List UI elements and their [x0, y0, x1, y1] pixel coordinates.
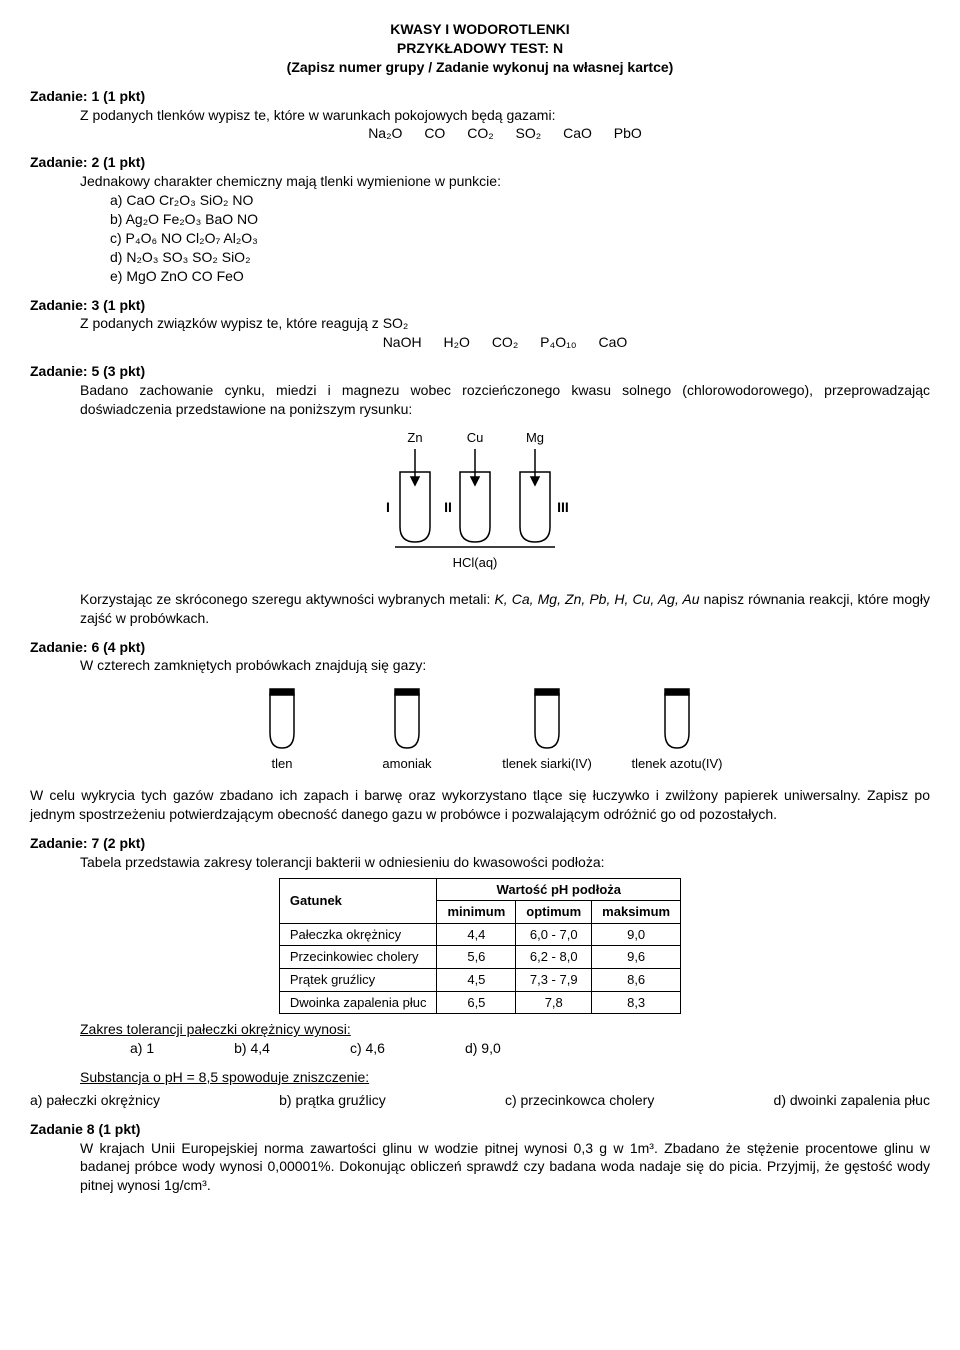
- t5-top-mg: Mg: [526, 430, 544, 445]
- task6-text1: W czterech zamkniętych probówkach znajdu…: [80, 656, 930, 675]
- task7-q1-text: Zakres tolerancji pałeczki okrężnicy wyn…: [80, 1020, 930, 1039]
- table-row: Dwoinka zapalenia płuc 6,5 7,8 8,3: [279, 991, 680, 1014]
- task3-text: Z podanych związków wypisz te, które rea…: [80, 314, 930, 333]
- task5-title: Zadanie: 5 (3 pkt): [30, 362, 930, 381]
- t1-f1: CO: [424, 125, 445, 141]
- t5-bottom-label: HCl(aq): [453, 555, 498, 570]
- t3-f3: P₄O₁₀: [540, 334, 576, 350]
- t3-f2: CO₂: [492, 334, 518, 350]
- task7-q2-options: a) pałeczki okrężnicy b) prątka gruźlicy…: [30, 1091, 930, 1110]
- t7q2-d: d) dwoinki zapalenia płuc: [774, 1091, 930, 1110]
- task6-text2: W celu wykrycia tych gazów zbadano ich z…: [30, 786, 930, 824]
- t7-th-gatunek: Gatunek: [279, 878, 437, 923]
- task6-title: Zadanie: 6 (4 pkt): [30, 638, 930, 657]
- task1-text: Z podanych tlenków wypisz te, które w wa…: [80, 106, 930, 125]
- t3-f4: CaO: [599, 334, 628, 350]
- t3-f0: NaOH: [383, 334, 422, 350]
- t6-lab0: tlen: [272, 756, 293, 771]
- t1-f0: Na₂O: [368, 125, 402, 141]
- task5-text1: Badano zachowanie cynku, miedzi i magnez…: [80, 381, 930, 419]
- t6-lab1: amoniak: [382, 756, 432, 771]
- t2-opt-e: e) MgO ZnO CO FeO: [110, 267, 930, 286]
- t2-opt-b: b) Ag₂O Fe₂O₃ BaO NO: [110, 210, 930, 229]
- t7-sub1: optimum: [516, 901, 592, 924]
- task1-formulas: Na₂O CO CO₂ SO₂ CaO PbO: [80, 124, 930, 143]
- t1-f2: CO₂: [467, 125, 493, 141]
- task8-text: W krajach Unii Europejskiej norma zawart…: [80, 1139, 930, 1196]
- t1-f5: PbO: [614, 125, 642, 141]
- table-row: Pałeczka okrężnicy 4,4 6,0 - 7,0 9,0: [279, 923, 680, 946]
- t5-roman1: I: [386, 499, 390, 515]
- t5-roman2: II: [444, 499, 452, 515]
- t2-opt-a: a) CaO Cr₂O₃ SiO₂ NO: [110, 191, 930, 210]
- t2-opt-d: d) N₂O₃ SO₃ SO₂ SiO₂: [110, 248, 930, 267]
- task3-title: Zadanie: 3 (1 pkt): [30, 296, 930, 315]
- t5-text2b: K, Ca, Mg, Zn, Pb, H, Cu, Ag, Au: [494, 591, 699, 607]
- t5-top-zn: Zn: [407, 430, 422, 445]
- table-row: Prątek gruźlicy 4,5 7,3 - 7,9 8,6: [279, 969, 680, 992]
- task7-title: Zadanie: 7 (2 pkt): [30, 834, 930, 853]
- task7-q1-options: a) 1 b) 4,4 c) 4,6 d) 9,0: [130, 1039, 930, 1058]
- t5-roman3: III: [557, 499, 569, 515]
- task1-title: Zadanie: 1 (1 pkt): [30, 87, 930, 106]
- t2-opt-c: c) P₄O₆ NO Cl₂O₇ Al₂O₃: [110, 229, 930, 248]
- t3-f1: H₂O: [443, 334, 469, 350]
- header-line3: (Zapisz numer grupy / Zadanie wykonuj na…: [30, 58, 930, 77]
- task3-formulas: NaOH H₂O CO₂ P₄O₁₀ CaO: [80, 333, 930, 352]
- task5-diagram: Zn Cu Mg I II III HCl(aq): [30, 427, 930, 582]
- t6-lab2: tlenek siarki(IV): [502, 756, 592, 771]
- header-line2: PRZYKŁADOWY TEST: N: [30, 39, 930, 58]
- task6-diagram: tlen amoniak tlenek siarki(IV) tlenek az…: [30, 683, 930, 778]
- t5-top-cu: Cu: [467, 430, 484, 445]
- t7-sub0: minimum: [437, 901, 516, 924]
- task2-text: Jednakowy charakter chemiczny mają tlenk…: [80, 172, 930, 191]
- task2-options: a) CaO Cr₂O₃ SiO₂ NO b) Ag₂O Fe₂O₃ BaO N…: [110, 191, 930, 285]
- t6-lab3: tlenek azotu(IV): [631, 756, 722, 771]
- task2-title: Zadanie: 2 (1 pkt): [30, 153, 930, 172]
- task7-table: Gatunek Wartość pH podłoża minimum optim…: [279, 878, 681, 1014]
- t7q2-c: c) przecinkowca cholery: [505, 1091, 654, 1110]
- task5-text2: Korzystając ze skróconego szeregu aktywn…: [80, 590, 930, 628]
- t7q1-c: c) 4,6: [350, 1039, 385, 1058]
- t5-text2a: Korzystając ze skróconego szeregu aktywn…: [80, 591, 494, 607]
- t1-f4: CaO: [563, 125, 592, 141]
- t7q1-a: a) 1: [130, 1039, 154, 1058]
- task7-text: Tabela przedstawia zakresy tolerancji ba…: [80, 853, 930, 872]
- t7q2-a: a) pałeczki okrężnicy: [30, 1091, 160, 1110]
- t7q2-b: b) prątka gruźlicy: [279, 1091, 386, 1110]
- header-line1: KWASY I WODOROTLENKI: [30, 20, 930, 39]
- table-row: Przecinkowiec cholery 5,6 6,2 - 8,0 9,6: [279, 946, 680, 969]
- task7-q2-text: Substancja o pH = 8,5 spowoduje zniszcze…: [80, 1068, 930, 1087]
- t7-sub2: maksimum: [592, 901, 681, 924]
- t7-th-group: Wartość pH podłoża: [437, 878, 681, 901]
- t7q1-b: b) 4,4: [234, 1039, 270, 1058]
- t7q1-d: d) 9,0: [465, 1039, 501, 1058]
- t1-f3: SO₂: [516, 125, 542, 141]
- task8-title: Zadanie 8 (1 pkt): [30, 1120, 930, 1139]
